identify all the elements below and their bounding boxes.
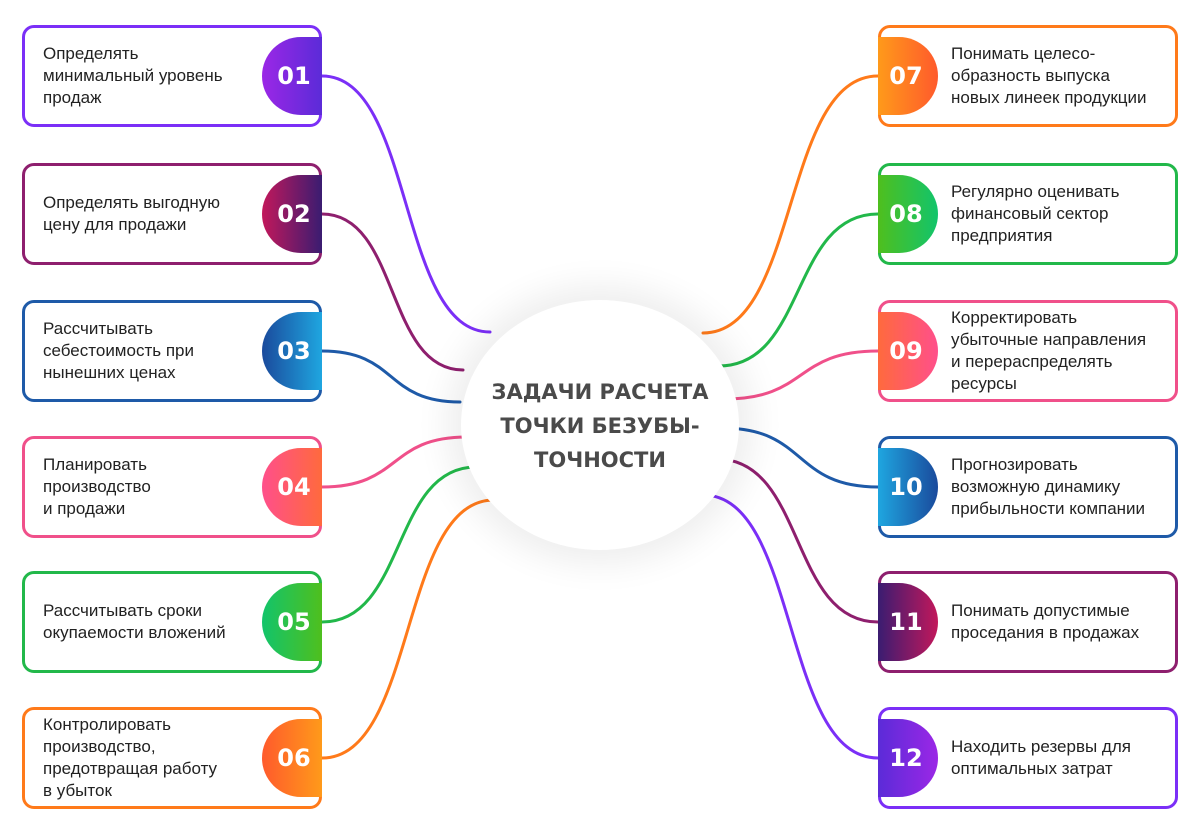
- task-card-06: Контролировать производство, предотвраща…: [22, 707, 322, 809]
- task-text: Регулярно оценивать финансовый сектор пр…: [951, 182, 1120, 245]
- task-card-07: Понимать целесо- образность выпуска новы…: [878, 25, 1178, 127]
- task-number-badge: 08: [878, 175, 938, 253]
- connector-line-01: [320, 74, 492, 334]
- task-number-badge: 01: [262, 37, 322, 115]
- task-card-08: Регулярно оценивать финансовый сектор пр…: [878, 163, 1178, 265]
- task-card-09: Корректировать убыточные направления и п…: [878, 300, 1178, 402]
- connector-line-07: [701, 74, 880, 335]
- task-text: Рассчитывать себестоимость при нынешних …: [43, 319, 194, 382]
- task-text: Понимать допустимые проседания в продажа…: [951, 601, 1140, 642]
- task-number-badge: 02: [262, 175, 322, 253]
- connector-line-02: [320, 212, 465, 372]
- task-text: Прогнозировать возможную динамику прибыл…: [951, 455, 1146, 518]
- task-text: Определять минимальный уровень продаж: [43, 44, 223, 107]
- task-number-badge: 10: [878, 448, 938, 526]
- connector-line-04: [320, 435, 469, 489]
- task-number-badge: 05: [262, 583, 322, 661]
- task-card-12: Находить резервы для оптимальных затрат 1…: [878, 707, 1178, 809]
- connector-line-03: [320, 349, 462, 404]
- task-number-badge: 06: [262, 719, 322, 797]
- task-card-04: Планировать производство и продажи 04: [22, 436, 322, 538]
- connector-line-05: [320, 465, 478, 624]
- task-number-badge: 03: [262, 312, 322, 390]
- central-hub: ЗАДАЧИ РАСЧЕТА ТОЧКИ БЕЗУБЫ- ТОЧНОСТИ: [461, 300, 739, 550]
- task-card-11: Понимать допустимые проседания в продажа…: [878, 571, 1178, 673]
- connector-line-06: [320, 498, 496, 760]
- connector-line-12: [701, 493, 880, 760]
- task-number-badge: 12: [878, 719, 938, 797]
- task-text: Рассчитывать сроки окупаемости вложений: [43, 601, 226, 642]
- task-text: Контролировать производство, предотвраща…: [43, 715, 218, 800]
- task-text: Корректировать убыточные направления и п…: [951, 308, 1147, 393]
- connector-line-08: [717, 212, 880, 368]
- connector-line-10: [720, 426, 880, 489]
- task-card-10: Прогнозировать возможную динамику прибыл…: [878, 436, 1178, 538]
- connector-line-09: [722, 349, 880, 401]
- task-card-02: Определять выгодную цену для продажи 02: [22, 163, 322, 265]
- task-card-05: Рассчитывать сроки окупаемости вложений 0…: [22, 571, 322, 673]
- task-card-03: Рассчитывать себестоимость при нынешних …: [22, 300, 322, 402]
- task-number-badge: 07: [878, 37, 938, 115]
- task-number-badge: 09: [878, 312, 938, 390]
- task-text: Находить резервы для оптимальных затрат: [951, 737, 1131, 778]
- task-text: Определять выгодную цену для продажи: [43, 193, 220, 234]
- task-number-badge: 11: [878, 583, 938, 661]
- connector-line-11: [715, 457, 880, 624]
- task-number-badge: 04: [262, 448, 322, 526]
- task-card-01: Определять минимальный уровень продаж 01: [22, 25, 322, 127]
- hub-title: ЗАДАЧИ РАСЧЕТА ТОЧКИ БЕЗУБЫ- ТОЧНОСТИ: [491, 380, 709, 472]
- task-text: Планировать производство и продажи: [43, 455, 151, 518]
- task-text: Понимать целесо- образность выпуска новы…: [951, 44, 1147, 107]
